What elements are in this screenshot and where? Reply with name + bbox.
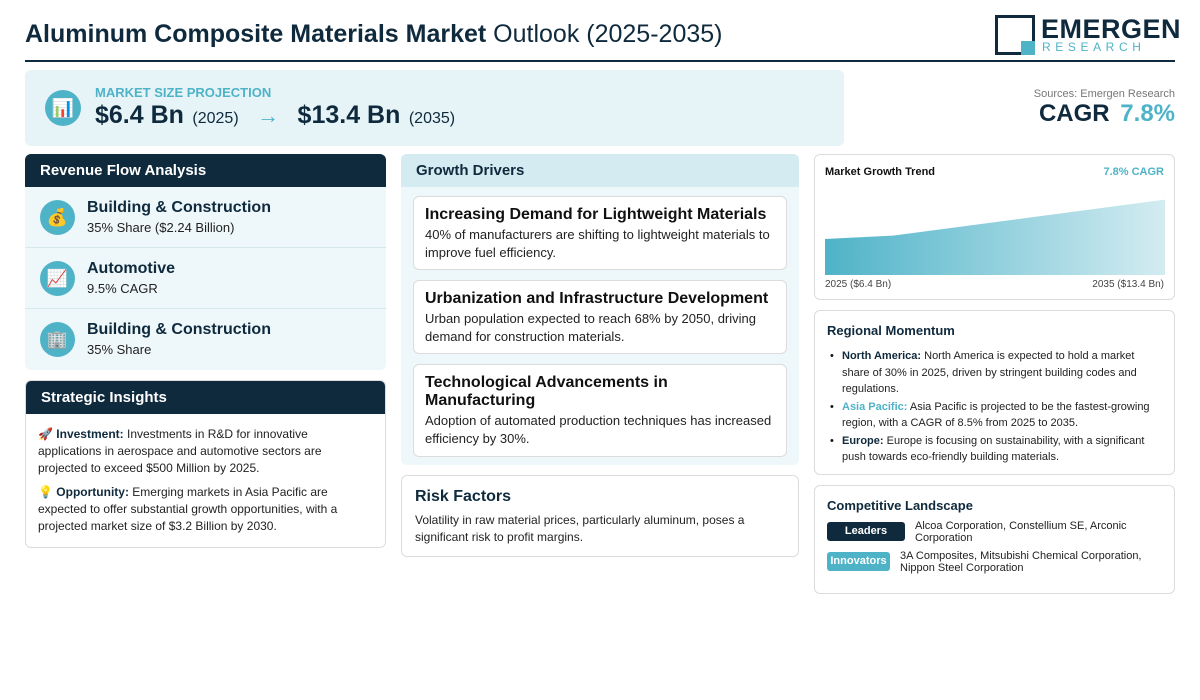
revenue-item-title: Building & Construction bbox=[87, 321, 271, 338]
start-year: (2025) bbox=[192, 110, 239, 127]
rocket-icon: 🚀 bbox=[38, 427, 53, 441]
insight-opportunity: 💡 Opportunity: Emerging markets in Asia … bbox=[38, 484, 373, 535]
revenue-item: 📈 Automotive 9.5% CAGR bbox=[25, 248, 386, 309]
risk-factors-title: Risk Factors bbox=[415, 488, 512, 505]
end-year: (2035) bbox=[408, 110, 456, 127]
trend-title: Market Growth Trend bbox=[825, 166, 936, 178]
strategic-insights-panel: Strategic Insights 🚀 Investment: Investm… bbox=[25, 380, 386, 548]
market-size-values: $6.4 Bn (2025) → $13.4 Bn (2035) bbox=[95, 101, 455, 130]
growth-drivers-panel: Growth Drivers Increasing Demand for Lig… bbox=[401, 154, 799, 465]
strategic-insights-title: Strategic Insights bbox=[26, 381, 385, 414]
driver-card: Urbanization and Infrastructure Developm… bbox=[413, 280, 787, 354]
revenue-item: 💰 Building & Construction 35% Share ($2.… bbox=[25, 187, 386, 248]
trend-area bbox=[825, 199, 1165, 275]
trend-end-label: 2035 ($13.4 Bn) bbox=[1092, 279, 1164, 290]
emergen-logo: EMERGEN RESEARCH bbox=[995, 14, 1181, 56]
risk-factors-text: Volatility in raw material prices, parti… bbox=[415, 513, 745, 544]
logo-main-text: EMERGEN bbox=[1041, 14, 1182, 44]
driver-text: 40% of manufacturers are shifting to lig… bbox=[425, 227, 770, 260]
insight-text: Investments in R&D for innovative applic… bbox=[38, 427, 322, 475]
region-item: Asia Pacific: Asia Pacific is projected … bbox=[830, 399, 1162, 432]
region-label: North America: bbox=[842, 350, 922, 362]
end-value: $13.4 Bn bbox=[297, 101, 401, 129]
competitive-landscape-panel: Competitive Landscape Leaders Alcoa Corp… bbox=[814, 485, 1175, 594]
region-text: Asia Pacific is projected to be the fast… bbox=[842, 400, 1150, 430]
regional-title: Regional Momentum bbox=[827, 323, 955, 338]
driver-text: Adoption of automated production techniq… bbox=[425, 413, 772, 446]
competitive-title: Competitive Landscape bbox=[827, 498, 973, 513]
risk-factors-panel: Risk Factors Volatility in raw material … bbox=[401, 475, 799, 557]
lightbulb-icon: 💡 bbox=[38, 485, 53, 499]
building-icon: 🏢 bbox=[40, 322, 75, 357]
insight-investment: 🚀 Investment: Investments in R&D for inn… bbox=[38, 426, 373, 477]
driver-card: Increasing Demand for Lightweight Materi… bbox=[413, 196, 787, 270]
title-bold: Aluminum Composite Materials Market bbox=[25, 20, 487, 48]
growth-trend-panel: Market Growth Trend 7.8% CAGR 2025 ($6.4… bbox=[814, 154, 1175, 300]
regional-momentum-panel: Regional Momentum North America: North A… bbox=[814, 310, 1175, 475]
region-item: North America: North America is expected… bbox=[830, 348, 1162, 398]
title-light: Outlook (2025-2035) bbox=[493, 20, 723, 48]
revenue-item-sub: 9.5% CAGR bbox=[87, 281, 158, 296]
revenue-flow-title: Revenue Flow Analysis bbox=[25, 154, 386, 187]
logo-square-icon bbox=[995, 15, 1035, 55]
cagr-display: CAGR 7.8% bbox=[1039, 100, 1175, 128]
leaders-row: Leaders Alcoa Corporation, Constellium S… bbox=[827, 520, 1162, 552]
driver-title: Urbanization and Infrastructure Developm… bbox=[425, 290, 769, 307]
revenue-item: 🏢 Building & Construction 35% Share bbox=[25, 309, 386, 370]
trend-area-chart bbox=[825, 199, 1165, 275]
market-size-banner: 📊 MARKET SIZE PROJECTION $6.4 Bn (2025) … bbox=[25, 70, 844, 146]
insight-label: Investment: bbox=[56, 427, 124, 441]
revenue-flow-panel: Revenue Flow Analysis 💰 Building & Const… bbox=[25, 154, 386, 370]
insight-text: Emerging markets in Asia Pacific are exp… bbox=[38, 485, 338, 533]
revenue-item-sub: 35% Share bbox=[87, 342, 152, 357]
region-label: Asia Pacific: bbox=[842, 400, 908, 413]
logo-sub-text: RESEARCH bbox=[1042, 40, 1146, 54]
trend-start-label: 2025 ($6.4 Bn) bbox=[825, 279, 892, 290]
revenue-item-title: Automotive bbox=[87, 260, 175, 277]
driver-title: Increasing Demand for Lightweight Materi… bbox=[425, 206, 767, 223]
sources-text: Sources: Emergen Research bbox=[1033, 88, 1175, 100]
revenue-item-title: Building & Construction bbox=[87, 199, 271, 216]
region-label: Europe: bbox=[842, 434, 884, 447]
driver-title: Technological Advancements in Manufactur… bbox=[425, 374, 668, 409]
driver-card: Technological Advancements in Manufactur… bbox=[413, 364, 787, 457]
region-text: Europe is focusing on sustainability, wi… bbox=[842, 434, 1145, 464]
innovators-text: 3A Composites, Mitsubishi Chemical Corpo… bbox=[900, 550, 1142, 574]
header: Aluminum Composite Materials Market Outl… bbox=[25, 12, 1181, 62]
innovators-row: Innovators 3A Composites, Mitsubishi Che… bbox=[827, 550, 1162, 582]
insight-label: Opportunity: bbox=[56, 485, 129, 499]
arrow-right-icon: → bbox=[257, 103, 280, 128]
money-bag-icon: 💰 bbox=[40, 200, 75, 235]
leaders-badge: Leaders bbox=[827, 522, 905, 541]
driver-text: Urban population expected to reach 68% b… bbox=[425, 311, 756, 344]
cagr-label: CAGR bbox=[1038, 100, 1110, 127]
leaders-text: Alcoa Corporation, Constellium SE, Arcon… bbox=[915, 520, 1127, 544]
growth-drivers-title: Growth Drivers bbox=[401, 154, 799, 187]
trend-up-icon: 📈 bbox=[40, 261, 75, 296]
region-text: North America is expected to hold a mark… bbox=[842, 350, 1137, 395]
bar-chart-icon: 📊 bbox=[45, 90, 81, 126]
start-value: $6.4 Bn bbox=[95, 101, 184, 129]
region-item: Europe: Europe is focusing on sustainabi… bbox=[830, 433, 1162, 466]
strategic-insights-body: 🚀 Investment: Investments in R&D for inn… bbox=[26, 414, 385, 535]
cagr-value: 7.8% bbox=[1120, 100, 1175, 127]
regional-list: North America: North America is expected… bbox=[827, 348, 1162, 466]
page-title: Aluminum Composite Materials Market Outl… bbox=[25, 20, 722, 49]
trend-cagr: 7.8% CAGR bbox=[1103, 166, 1164, 178]
revenue-item-sub: 35% Share ($2.24 Billion) bbox=[87, 220, 235, 235]
innovators-badge: Innovators bbox=[827, 552, 890, 571]
market-size-label: MARKET SIZE PROJECTION bbox=[95, 85, 272, 100]
